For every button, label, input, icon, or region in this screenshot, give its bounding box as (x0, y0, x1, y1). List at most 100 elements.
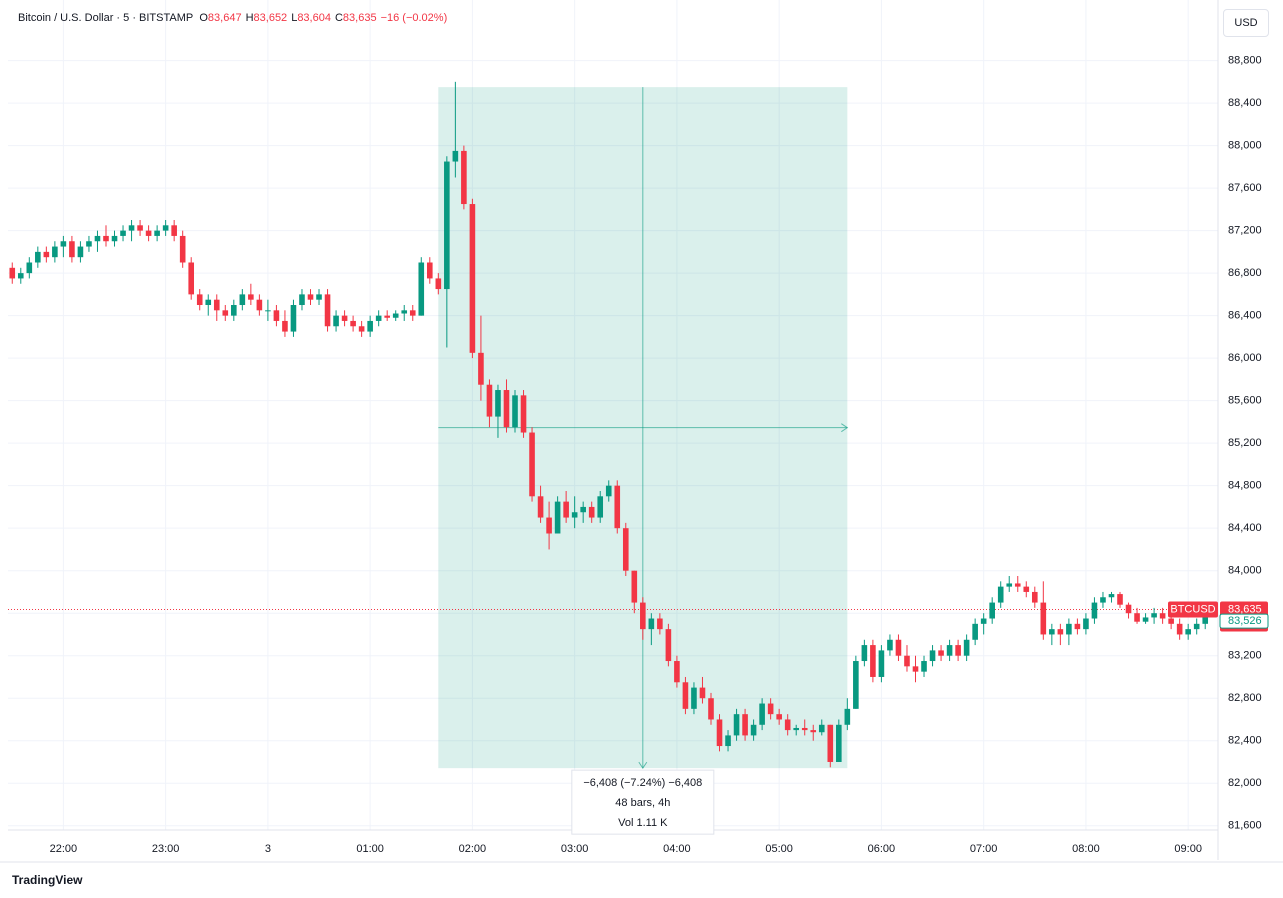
candle-body (86, 241, 92, 247)
measure-tooltip (571, 769, 715, 835)
candle-body (529, 432, 535, 497)
candle-body (401, 310, 408, 314)
candle-body (358, 326, 365, 332)
candle-body (895, 639, 902, 656)
candle-body (1031, 591, 1038, 603)
candle-body (239, 294, 246, 306)
candle-body (1159, 613, 1166, 619)
candle-body (171, 225, 177, 236)
y-tick-label: 88,400 (1228, 97, 1262, 109)
y-tick-label: 87,200 (1228, 225, 1262, 237)
candle-body (1100, 597, 1106, 603)
ohlc-value: 83,647 (207, 12, 242, 24)
candle-body (103, 235, 109, 242)
candle-body (742, 714, 748, 736)
candle-body (444, 161, 450, 290)
candle-body (495, 390, 501, 417)
y-tick-label: 84,400 (1228, 522, 1262, 534)
candle-body (614, 485, 621, 529)
candle-body (853, 661, 859, 709)
candle-body (861, 645, 868, 662)
candle-body (1134, 613, 1140, 622)
candle-body (682, 682, 689, 709)
candle-body (282, 320, 288, 332)
candle-body (231, 305, 237, 316)
candle-body (248, 294, 254, 300)
measure-volume: Vol 1.11 K (618, 817, 668, 829)
legend: Bitcoin / U.S. Dollar · 5 · BITSTAMP O83… (18, 12, 451, 24)
y-tick-label: 88,800 (1228, 54, 1262, 66)
x-tick-label: 22:00 (50, 843, 78, 855)
ohlc-value: 83,652 (253, 12, 288, 24)
candle-body (912, 666, 919, 672)
candle-body (622, 528, 629, 571)
ohlc-key: O (199, 12, 208, 24)
candle-body (725, 735, 731, 747)
y-tick-label: 82,400 (1228, 735, 1262, 747)
y-tick-label: 83,200 (1228, 650, 1262, 662)
y-tick-label: 82,000 (1228, 777, 1262, 789)
y-tick-label: 82,800 (1228, 692, 1262, 704)
currency-button[interactable]: USD (1223, 9, 1269, 37)
x-tick-label: 07:00 (970, 843, 998, 855)
candle-body (563, 501, 569, 518)
y-tick-label: 88,000 (1228, 140, 1262, 152)
candle-body (486, 384, 493, 417)
x-tick-label: 03:00 (561, 843, 589, 855)
candle-body (435, 278, 442, 290)
candle-body (870, 645, 876, 677)
y-tick-label: 85,200 (1228, 437, 1262, 449)
candle-body (1083, 618, 1089, 630)
candle-body (367, 320, 373, 332)
ohlc: O83,647 H83,652 L83,604 C83,635 (199, 12, 380, 24)
candle-body (137, 225, 143, 231)
candle-body (904, 655, 910, 667)
candle-body (554, 501, 561, 534)
candle-body (938, 650, 944, 656)
ohlc-value: 83,604 (297, 12, 331, 24)
x-tick-label: 08:00 (1072, 843, 1100, 855)
candle-body (1014, 583, 1021, 587)
candle-body (341, 315, 348, 321)
candle-body (478, 352, 484, 385)
candle-body (546, 517, 552, 534)
candle-body (648, 618, 655, 630)
candle-body (418, 262, 425, 316)
candle-body (784, 719, 791, 731)
candle-body (836, 724, 842, 762)
candle-body (1202, 613, 1209, 624)
candle-body (256, 299, 263, 311)
candle-body (392, 313, 399, 318)
candle-body (1168, 618, 1174, 624)
y-tick-label: 85,600 (1228, 395, 1262, 407)
candle-body (1176, 623, 1183, 635)
candle-body (1108, 594, 1115, 598)
candle-body (94, 235, 101, 242)
candle-body (60, 241, 67, 247)
candle-body (43, 251, 50, 258)
candle-body (750, 724, 757, 736)
candle-body (26, 262, 33, 274)
candle-body (1057, 629, 1064, 635)
candle-body (179, 235, 186, 263)
candle-body (52, 246, 58, 258)
candle-body (980, 618, 987, 624)
candle-body (461, 150, 467, 205)
measure-change: −6,408 (−7.24%) −6,408 (583, 777, 702, 789)
candle-body (205, 299, 212, 306)
candle-body (1193, 623, 1200, 630)
candle-body (887, 639, 893, 651)
candle-body (128, 225, 135, 231)
candle-body (375, 315, 382, 321)
candle-body (665, 629, 672, 662)
ohlc-key: C (334, 12, 343, 24)
candle-body (350, 320, 356, 327)
candle-body (759, 703, 765, 725)
candle-body (1151, 613, 1157, 618)
candle-body (640, 602, 646, 630)
x-tick-label: 09:00 (1174, 843, 1202, 855)
candle-body (1125, 604, 1132, 614)
price-tag (1219, 613, 1269, 629)
candle-body (188, 262, 195, 295)
